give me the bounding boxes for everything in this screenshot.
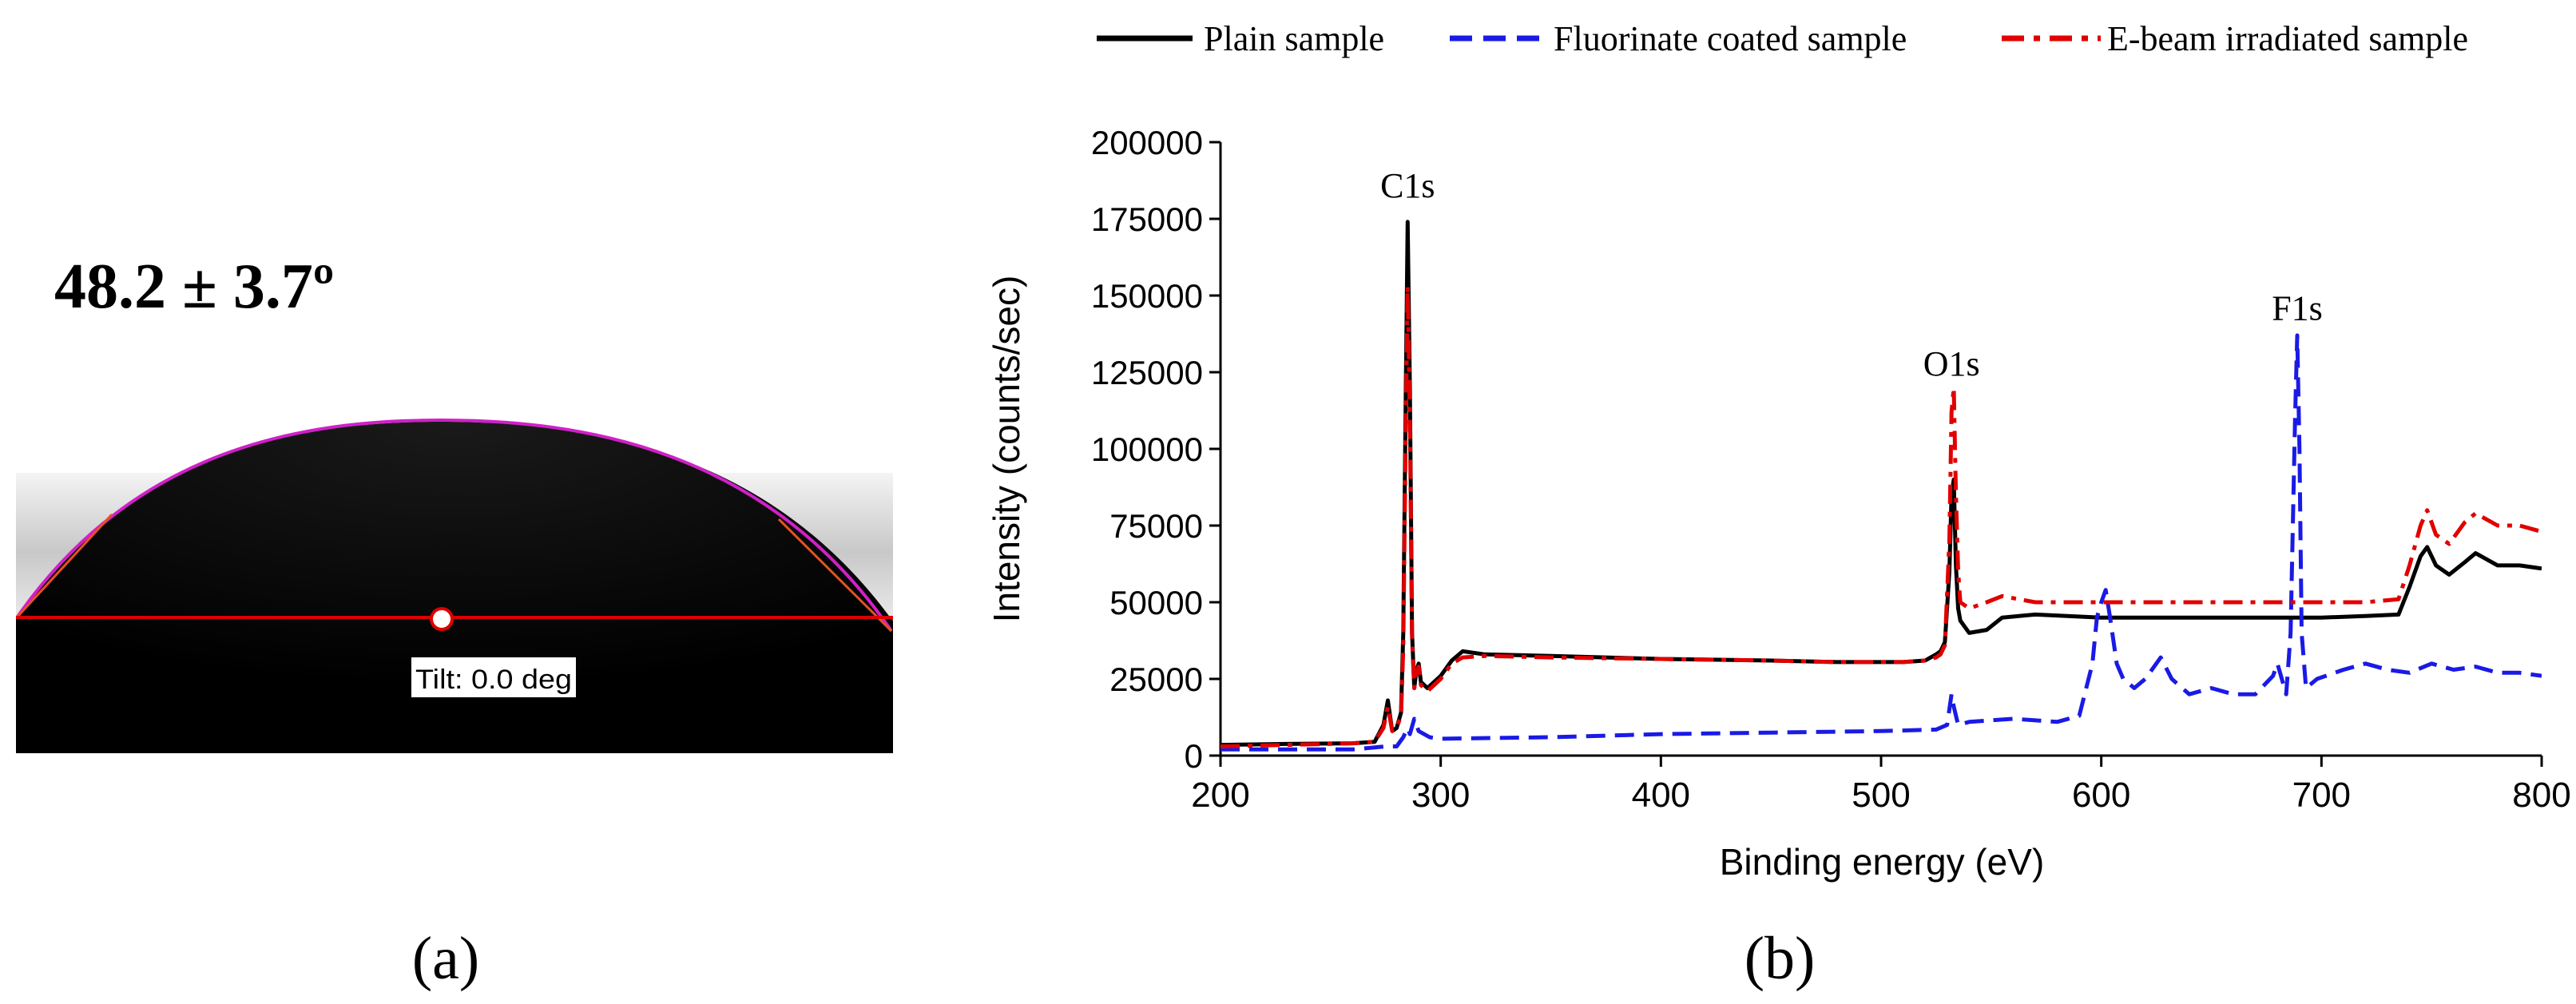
legend-label-plain: Plain sample [1204,19,1384,58]
peak-annotations: C1s O1s F1s [1380,166,2323,383]
panel-b: Plain sample Fluorinate coated sample E-… [986,19,2571,992]
y-tick-label: 175000 [1091,200,1203,238]
y-tick-label: 150000 [1091,277,1203,315]
center-marker [430,607,454,631]
y-tick-label: 100000 [1091,431,1203,468]
x-tick-label: 700 [2292,776,2351,815]
legend-item-fluorinate: Fluorinate coated sample [1450,19,1907,58]
right-tangent-line [777,518,893,633]
legend-item-ebeam: E-beam irradiated sample [2002,19,2468,58]
peak-label-o1s: O1s [1923,344,1980,383]
x-tick-label: 400 [1632,776,1690,815]
contact-angle-label: 48.2 ± 3.7º [54,252,334,322]
peak-label-c1s: C1s [1380,166,1435,205]
x-tick-label: 800 [2512,776,2570,815]
y-tick-label: 75000 [1109,507,1203,545]
series-layer [1221,220,2542,752]
series-line-e-beam-irradiated-sample [1221,284,2542,748]
y-tick-label: 200000 [1091,124,1203,161]
caption-b: (b) [1744,925,1816,992]
series-line-fluorinate-coated-sample [1221,333,2542,752]
x-tick-label: 300 [1411,776,1470,815]
x-tick-label: 500 [1852,776,1910,815]
panel-a: 48.2 ± 3.7º Tilt: 0.0 deg (a) [16,252,893,992]
y-tick-label: 125000 [1091,354,1203,391]
y-tick-label: 50000 [1109,584,1203,621]
y-tick-label: 25000 [1109,661,1203,698]
y-ticks: 0 25000 50000 75000 100000 125000 150000 175000… [1091,124,1221,775]
legend-label-fluorinate: Fluorinate coated sample [1554,19,1907,58]
left-tangent-line [16,513,113,618]
y-axis-label: Intensity (counts/sec) [986,276,1027,623]
caption-a: (a) [412,925,479,992]
peak-label-f1s: F1s [2272,289,2323,328]
legend: Plain sample Fluorinate coated sample E-… [1097,19,2468,58]
x-tick-label: 600 [2072,776,2130,815]
x-tick-label: 200 [1191,776,1249,815]
x-axis-label: Binding energy (eV) [1720,841,2045,883]
x-ticks: 200 300 400 500 600 700 800 [1191,756,2571,815]
tilt-label: Tilt: 0.0 deg [415,665,572,695]
legend-label-ebeam: E-beam irradiated sample [2107,19,2468,58]
legend-item-plain: Plain sample [1097,19,1384,58]
tilt-label-box [411,657,576,697]
y-tick-label: 0 [1185,737,1203,775]
droplet-photo: Tilt: 0.0 deg [16,418,893,753]
drop-profile-fit [16,418,893,633]
